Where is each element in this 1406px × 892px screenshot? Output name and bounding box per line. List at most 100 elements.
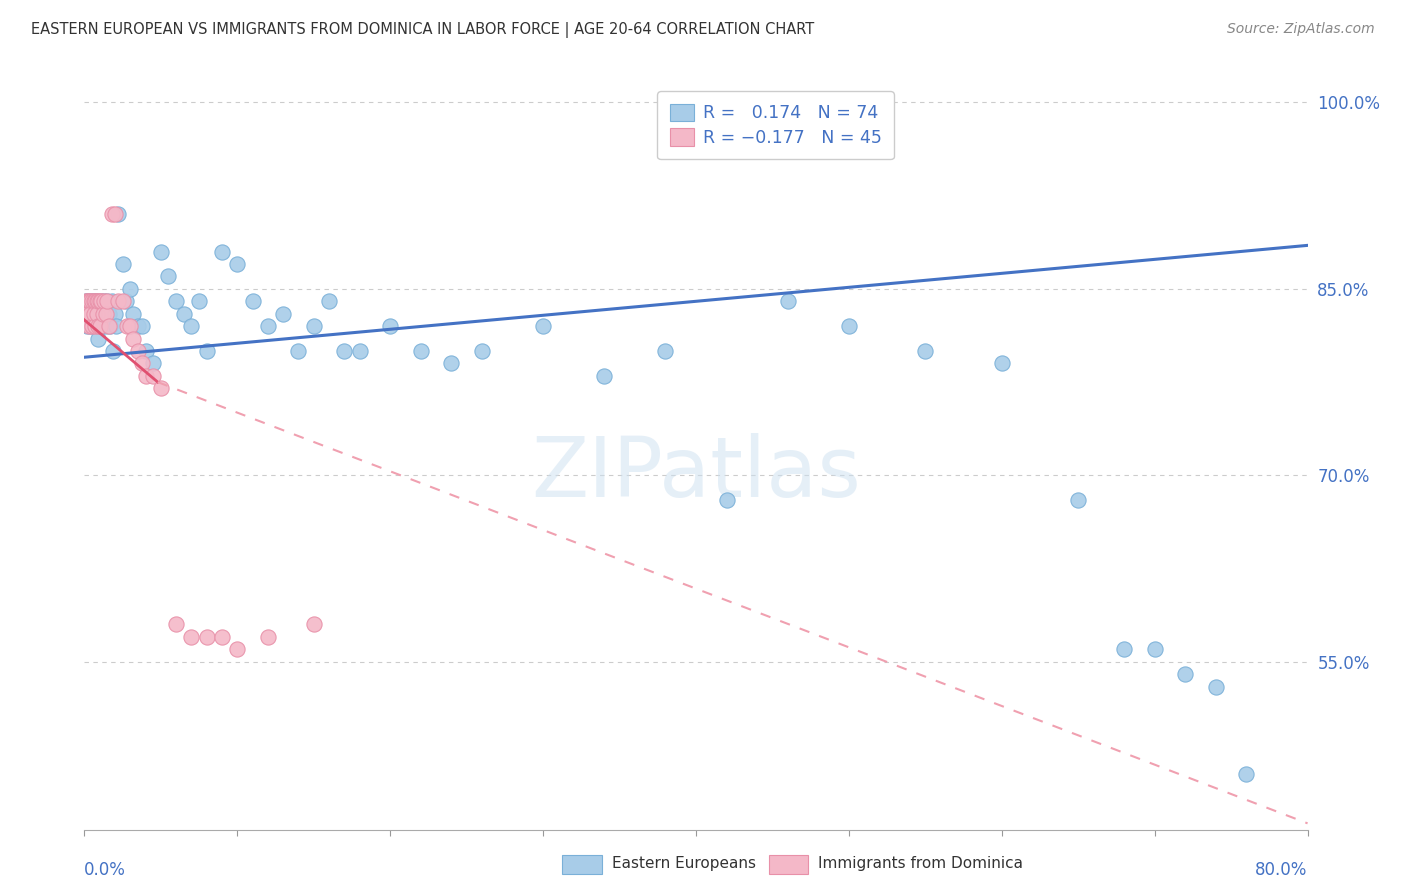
Point xyxy=(80,307,103,321)
Point xyxy=(333,344,356,359)
Point xyxy=(180,630,202,644)
Point xyxy=(380,319,402,334)
Point xyxy=(84,294,107,309)
Point xyxy=(127,344,149,359)
Point xyxy=(149,244,172,259)
Text: Eastern Europeans: Eastern Europeans xyxy=(612,856,755,871)
Point xyxy=(89,307,111,321)
Point xyxy=(188,294,211,309)
Point xyxy=(76,319,98,334)
Point xyxy=(75,307,97,321)
Point xyxy=(87,319,110,334)
Point xyxy=(914,344,936,359)
Point xyxy=(104,207,127,221)
Point xyxy=(1143,642,1166,657)
Point xyxy=(97,307,120,321)
Point xyxy=(257,319,280,334)
Point xyxy=(716,493,738,508)
Point xyxy=(91,307,114,321)
Point xyxy=(157,269,180,284)
Point xyxy=(302,617,325,632)
Point xyxy=(776,294,799,309)
Point xyxy=(1174,667,1197,681)
Point xyxy=(101,294,124,309)
Point xyxy=(84,307,107,321)
Point xyxy=(257,630,280,644)
Text: Immigrants from Dominica: Immigrants from Dominica xyxy=(818,856,1024,871)
Point xyxy=(86,307,108,321)
Point xyxy=(79,294,101,309)
Point xyxy=(98,319,121,334)
Point xyxy=(80,294,103,309)
Point xyxy=(91,307,114,321)
Point xyxy=(105,319,128,334)
Point xyxy=(87,332,110,346)
Point xyxy=(242,294,264,309)
Point xyxy=(79,307,101,321)
Point xyxy=(195,344,218,359)
Legend: R =   0.174   N = 74, R = −0.177   N = 45: R = 0.174 N = 74, R = −0.177 N = 45 xyxy=(658,91,894,160)
Point xyxy=(83,294,105,309)
Point xyxy=(131,319,153,334)
Point xyxy=(94,307,117,321)
Point xyxy=(135,344,157,359)
Point xyxy=(101,207,124,221)
Point xyxy=(440,356,463,370)
Point xyxy=(302,319,325,334)
Text: Source: ZipAtlas.com: Source: ZipAtlas.com xyxy=(1227,22,1375,37)
Point xyxy=(120,319,142,334)
Point xyxy=(76,307,98,321)
Point xyxy=(89,319,111,334)
Point xyxy=(226,257,249,271)
Point xyxy=(80,319,103,334)
Point xyxy=(318,294,340,309)
Point xyxy=(86,294,108,309)
Point xyxy=(83,319,105,334)
Point xyxy=(409,344,432,359)
Point xyxy=(115,319,138,334)
Point xyxy=(80,294,103,309)
Point xyxy=(211,244,233,259)
Point xyxy=(94,319,117,334)
Point xyxy=(142,368,165,383)
Point xyxy=(90,294,112,309)
Text: 0.0%: 0.0% xyxy=(84,861,127,879)
Point xyxy=(131,356,153,370)
Point xyxy=(77,307,100,321)
Point xyxy=(165,617,187,632)
Point xyxy=(142,356,165,370)
Point xyxy=(173,307,195,321)
Point xyxy=(76,294,98,309)
Point xyxy=(107,294,129,309)
Point xyxy=(76,294,98,309)
Point xyxy=(87,294,110,309)
Point xyxy=(77,294,100,309)
Point xyxy=(84,319,107,334)
Point xyxy=(1236,766,1258,780)
Point xyxy=(127,319,149,334)
Point xyxy=(83,294,105,309)
Point xyxy=(271,307,294,321)
Text: EASTERN EUROPEAN VS IMMIGRANTS FROM DOMINICA IN LABOR FORCE | AGE 20-64 CORRELAT: EASTERN EUROPEAN VS IMMIGRANTS FROM DOMI… xyxy=(31,22,814,38)
Point xyxy=(122,332,145,346)
Point xyxy=(93,294,115,309)
Point xyxy=(165,294,187,309)
Point xyxy=(77,294,100,309)
Point xyxy=(180,319,202,334)
Point xyxy=(96,294,118,309)
Point xyxy=(86,294,108,309)
Point xyxy=(84,294,107,309)
Point xyxy=(349,344,371,359)
Text: 80.0%: 80.0% xyxy=(1256,861,1308,879)
Point xyxy=(226,642,249,657)
Point xyxy=(89,294,111,309)
Point xyxy=(104,307,127,321)
Point xyxy=(103,344,125,359)
Point xyxy=(287,344,309,359)
Point xyxy=(90,294,112,309)
Point xyxy=(75,294,97,309)
Point xyxy=(211,630,233,644)
Point xyxy=(83,307,105,321)
Point xyxy=(122,307,145,321)
Point xyxy=(149,381,172,395)
